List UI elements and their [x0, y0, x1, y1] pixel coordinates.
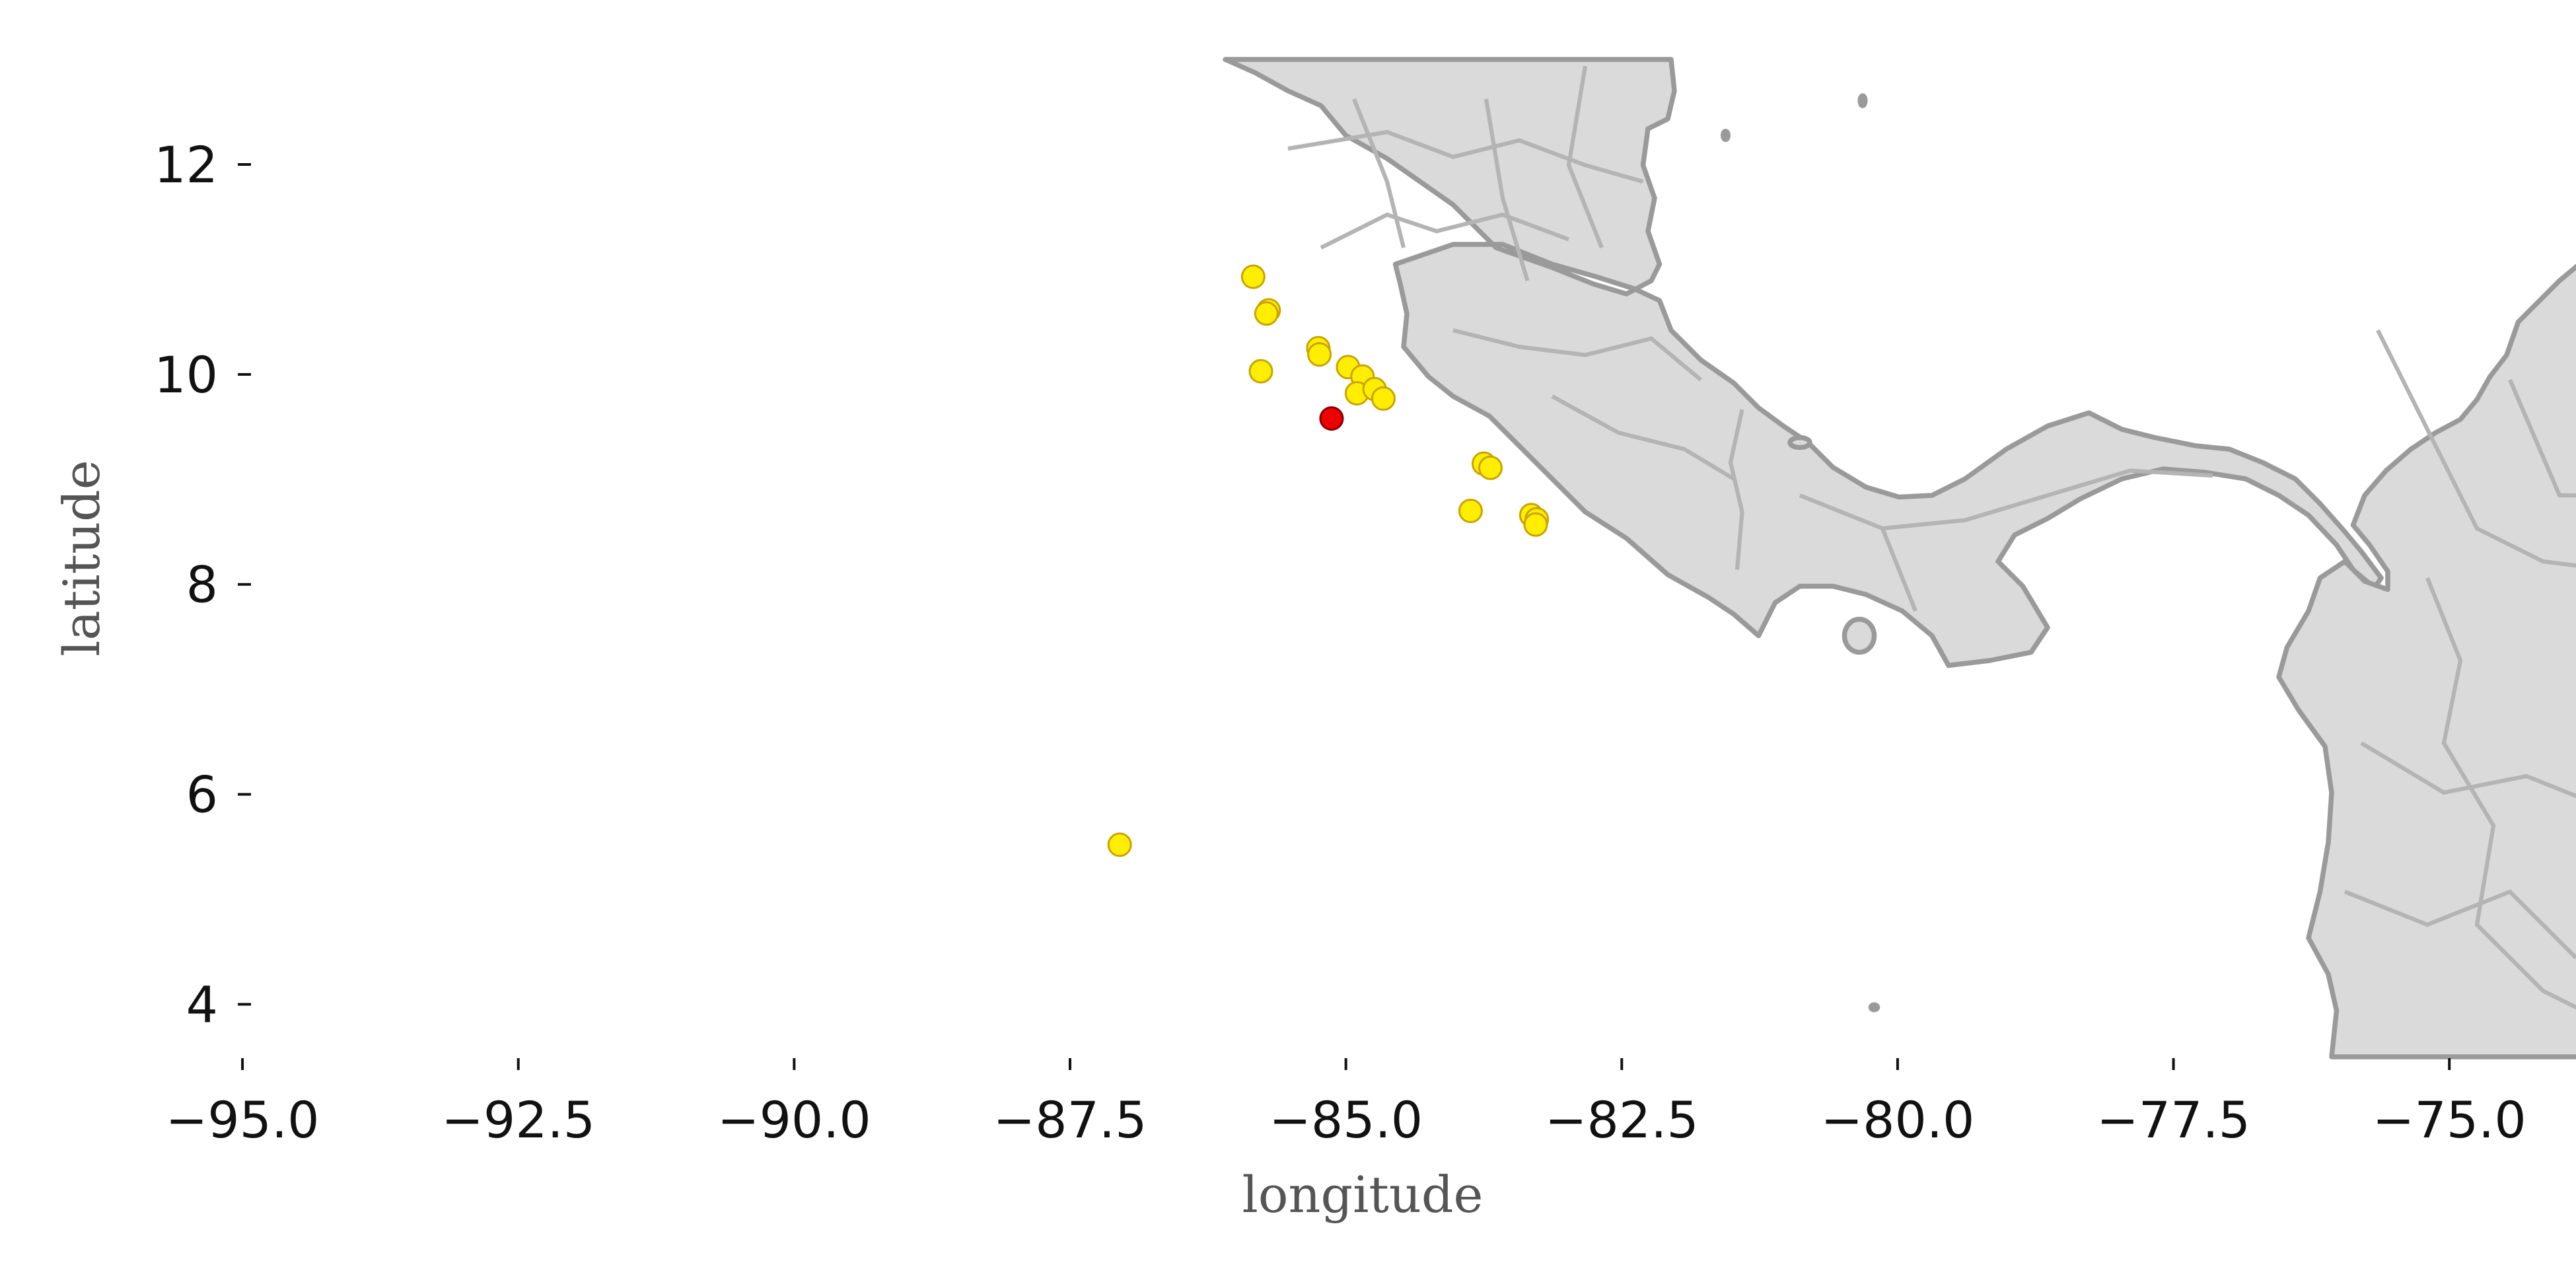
- x-tick-label: −87.5: [993, 1091, 1147, 1149]
- location-marker[interactable]: [1307, 342, 1332, 367]
- x-axis: −95.0 −92.5 −90.0 −87.5 −85.0 −82.5 −80.0 −77.5…: [166, 1058, 2526, 1149]
- location-marker[interactable]: [1523, 512, 1548, 537]
- island-marker: [1857, 93, 1868, 108]
- x-tick-label: −80.0: [1820, 1091, 1974, 1149]
- island-marker: [1868, 1002, 1880, 1013]
- location-marker[interactable]: [1107, 832, 1132, 857]
- x-tick-label: −95.0: [166, 1091, 320, 1149]
- y-axis-label: latitude: [52, 460, 111, 657]
- x-tick-label: −85.0: [1269, 1091, 1423, 1149]
- location-marker[interactable]: [1254, 301, 1279, 326]
- admin-borders: [1287, 65, 2576, 1010]
- x-tick-label: −77.5: [2096, 1091, 2250, 1149]
- x-tick-label: −90.0: [717, 1091, 871, 1149]
- y-tick-label: 10: [154, 345, 218, 404]
- central-america-landmass: [1223, 57, 2384, 668]
- south-america-landmass: [2276, 264, 2576, 1059]
- y-tick-label: 12: [154, 135, 218, 194]
- y-tick-label: 8: [186, 555, 218, 614]
- marker-layer: [1107, 264, 1550, 857]
- location-marker[interactable]: [1371, 386, 1396, 411]
- y-axis: 12 10 8 6 4: [154, 135, 251, 1034]
- x-tick-label: −75.0: [2373, 1091, 2526, 1149]
- x-tick-label: −82.5: [1545, 1091, 1699, 1149]
- location-marker[interactable]: [1478, 455, 1503, 480]
- x-tick-label: −92.5: [441, 1091, 595, 1149]
- y-tick-label: 6: [186, 766, 218, 824]
- x-axis-label: longitude: [1242, 1165, 1483, 1224]
- highlighted-location-marker[interactable]: [1319, 406, 1344, 431]
- location-marker[interactable]: [1240, 264, 1266, 289]
- island-marker: [1787, 435, 1812, 450]
- island-marker: [1721, 129, 1731, 142]
- location-marker[interactable]: [1248, 359, 1273, 384]
- location-marker[interactable]: [1458, 498, 1483, 523]
- map-area: [1223, 57, 2576, 1059]
- island-marker: [1842, 616, 1877, 655]
- y-tick-label: 4: [186, 976, 218, 1034]
